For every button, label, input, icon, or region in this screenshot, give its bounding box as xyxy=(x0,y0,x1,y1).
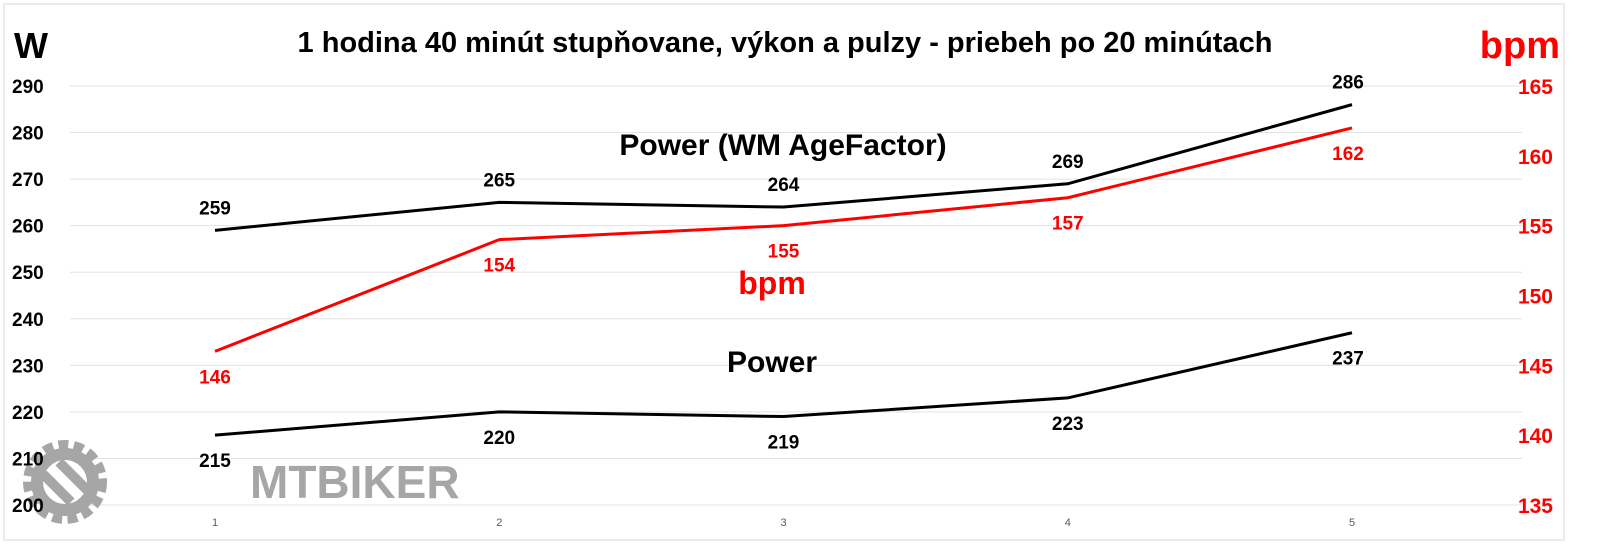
gridlines xyxy=(70,85,1522,506)
series-annotation-bpm: bpm xyxy=(738,265,806,301)
series-lines xyxy=(214,103,1353,437)
series-line-1 xyxy=(214,126,1353,353)
left-tick-label: 250 xyxy=(12,263,44,284)
mtbiker-watermark: MTBIKER xyxy=(23,440,460,524)
x-tick-label: 3 xyxy=(780,517,786,529)
series-line-0 xyxy=(214,103,1353,232)
right-axis-title: bpm xyxy=(1480,25,1560,67)
x-tick-label: 2 xyxy=(496,517,502,529)
right-tick-label: 165 xyxy=(1518,76,1553,99)
data-label: 215 xyxy=(199,451,231,472)
left-tick-label: 270 xyxy=(12,170,44,191)
data-label: 265 xyxy=(483,170,515,191)
right-tick-label: 135 xyxy=(1518,495,1553,518)
data-label: 286 xyxy=(1332,73,1364,94)
data-label: 237 xyxy=(1332,349,1364,370)
left-axis-title: W xyxy=(14,25,48,66)
watermark-text: MTBIKER xyxy=(250,456,460,508)
left-tick-label: 210 xyxy=(12,449,44,470)
data-labels: 259 265 264 269 286 146 154 155 157 162 215 220 219 2… xyxy=(199,73,1364,473)
data-label: 155 xyxy=(768,242,800,263)
data-label: 223 xyxy=(1052,414,1084,435)
right-tick-label: 145 xyxy=(1518,355,1553,378)
chart-title: 1 hodina 40 minút stupňovane, výkon a pu… xyxy=(298,27,1273,59)
data-label: 162 xyxy=(1332,144,1364,165)
x-tick-label: 4 xyxy=(1065,517,1071,529)
data-label: 269 xyxy=(1052,152,1084,173)
data-label: 264 xyxy=(768,175,800,196)
x-axis-ticks: 1 2 3 4 5 xyxy=(212,517,1355,529)
left-tick-label: 290 xyxy=(12,77,44,98)
data-label: 157 xyxy=(1052,214,1084,235)
series-annotation-power-wm-agefactor: Power (WM AgeFactor) xyxy=(619,129,946,162)
right-axis-ticks: 135 140 145 150 155 160 165 xyxy=(1518,76,1553,518)
left-axis-ticks: 200 210 220 230 240 250 260 270 280 290 xyxy=(12,77,44,517)
right-tick-label: 140 xyxy=(1518,425,1553,448)
left-tick-label: 200 xyxy=(12,496,44,517)
data-label: 219 xyxy=(768,433,800,454)
right-tick-label: 160 xyxy=(1518,146,1553,169)
left-tick-label: 220 xyxy=(12,403,44,424)
left-tick-label: 230 xyxy=(12,356,44,377)
data-label: 220 xyxy=(483,428,515,449)
right-tick-label: 155 xyxy=(1518,216,1553,239)
left-tick-label: 240 xyxy=(12,310,44,331)
data-label: 146 xyxy=(199,367,231,388)
right-tick-label: 150 xyxy=(1518,286,1553,309)
left-tick-label: 260 xyxy=(12,217,44,238)
series-annotation-power: Power xyxy=(727,346,817,379)
gear-logo-icon xyxy=(23,440,107,524)
data-label: 154 xyxy=(483,256,515,277)
x-tick-label: 1 xyxy=(212,517,218,529)
left-tick-label: 280 xyxy=(12,124,44,145)
data-label: 259 xyxy=(199,198,231,219)
series-line-2 xyxy=(214,331,1353,437)
x-tick-label: 5 xyxy=(1349,517,1355,529)
